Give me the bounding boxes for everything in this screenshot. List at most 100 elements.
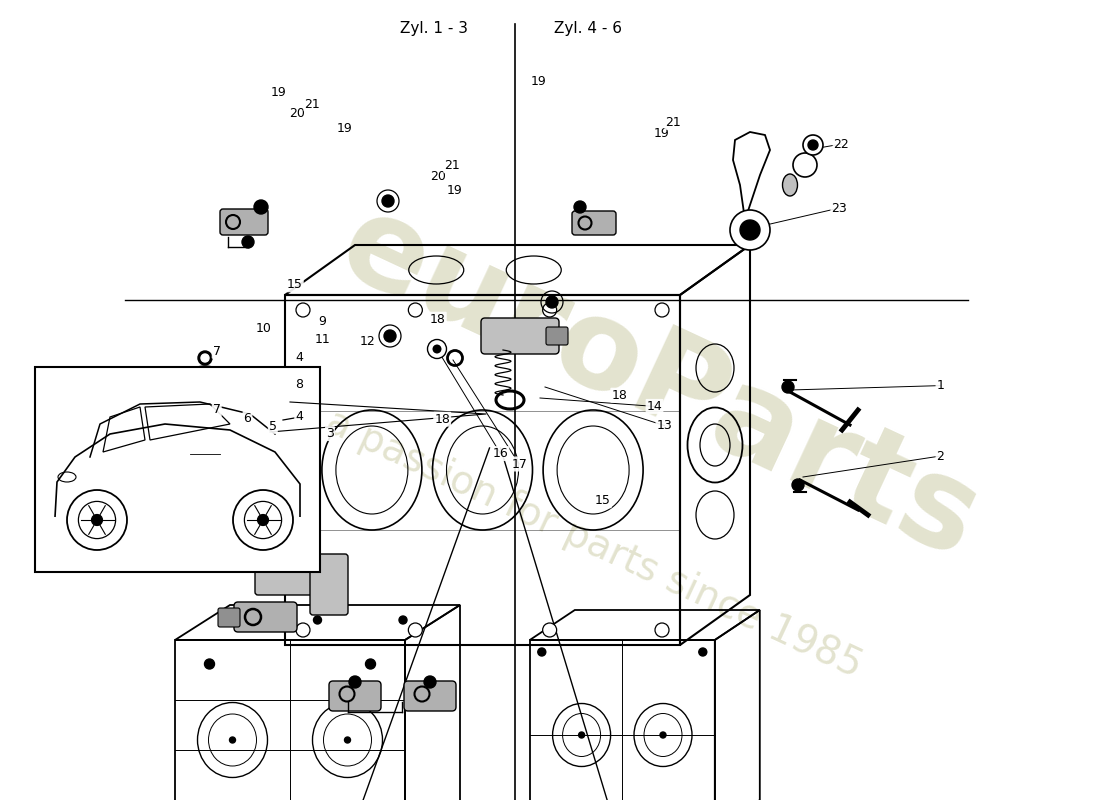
Text: 8: 8 — [295, 378, 304, 390]
FancyBboxPatch shape — [218, 608, 240, 627]
Circle shape — [91, 514, 102, 526]
FancyBboxPatch shape — [35, 367, 320, 572]
Text: Zyl. 4 - 6: Zyl. 4 - 6 — [554, 21, 623, 35]
Circle shape — [382, 195, 394, 207]
FancyBboxPatch shape — [546, 327, 568, 345]
Text: a passion for parts since 1985: a passion for parts since 1985 — [320, 402, 868, 686]
Circle shape — [67, 490, 126, 550]
Text: 18: 18 — [430, 313, 446, 326]
Text: 4: 4 — [295, 351, 304, 364]
Circle shape — [792, 479, 804, 491]
FancyBboxPatch shape — [329, 681, 381, 711]
Text: 11: 11 — [315, 333, 330, 346]
Circle shape — [803, 135, 823, 155]
Ellipse shape — [180, 462, 210, 474]
Text: 12: 12 — [360, 335, 375, 348]
Text: 14: 14 — [647, 400, 662, 413]
Circle shape — [228, 616, 236, 624]
Text: 21: 21 — [444, 159, 460, 172]
Circle shape — [257, 514, 268, 526]
Text: 20: 20 — [289, 107, 305, 120]
Text: 17: 17 — [512, 458, 527, 470]
Ellipse shape — [255, 403, 285, 413]
Ellipse shape — [191, 443, 219, 453]
Circle shape — [654, 303, 669, 317]
FancyBboxPatch shape — [481, 318, 559, 354]
Circle shape — [205, 659, 214, 669]
Circle shape — [542, 303, 557, 317]
Circle shape — [244, 502, 282, 538]
Text: 9: 9 — [318, 315, 327, 328]
Circle shape — [424, 676, 436, 688]
Text: 16: 16 — [493, 447, 508, 460]
Circle shape — [314, 616, 321, 624]
FancyBboxPatch shape — [310, 554, 348, 615]
Text: 19: 19 — [447, 184, 462, 197]
Circle shape — [365, 659, 375, 669]
Text: 5: 5 — [268, 420, 277, 433]
Circle shape — [233, 490, 293, 550]
Text: 6: 6 — [243, 412, 252, 425]
Circle shape — [542, 623, 557, 637]
Circle shape — [782, 381, 794, 393]
Text: 3: 3 — [326, 427, 334, 440]
Ellipse shape — [782, 174, 797, 196]
FancyBboxPatch shape — [572, 211, 616, 235]
Circle shape — [186, 478, 194, 486]
Circle shape — [384, 330, 396, 342]
Circle shape — [740, 220, 760, 240]
Circle shape — [344, 737, 351, 743]
Circle shape — [78, 502, 116, 538]
Text: 18: 18 — [612, 389, 627, 402]
Circle shape — [196, 478, 204, 486]
Circle shape — [201, 354, 209, 362]
Circle shape — [349, 676, 361, 688]
Circle shape — [188, 447, 202, 461]
Circle shape — [808, 140, 818, 150]
Circle shape — [793, 153, 817, 177]
Text: 7: 7 — [212, 345, 221, 358]
Circle shape — [230, 737, 235, 743]
Text: 15: 15 — [595, 494, 610, 507]
Circle shape — [408, 623, 422, 637]
Text: 7: 7 — [212, 403, 221, 416]
Circle shape — [408, 303, 422, 317]
Text: 22: 22 — [834, 138, 849, 150]
Circle shape — [579, 732, 584, 738]
Text: 15: 15 — [287, 278, 303, 291]
Circle shape — [254, 200, 268, 214]
Text: 19: 19 — [337, 122, 352, 134]
Circle shape — [546, 296, 558, 308]
Circle shape — [574, 201, 586, 213]
Circle shape — [206, 381, 214, 389]
Circle shape — [296, 623, 310, 637]
Text: Zyl. 1 - 3: Zyl. 1 - 3 — [400, 21, 469, 35]
Circle shape — [242, 236, 254, 248]
Ellipse shape — [432, 345, 441, 354]
FancyBboxPatch shape — [404, 681, 456, 711]
Circle shape — [660, 732, 666, 738]
FancyBboxPatch shape — [234, 602, 297, 632]
Text: 19: 19 — [271, 86, 286, 98]
FancyBboxPatch shape — [255, 561, 321, 595]
Circle shape — [191, 450, 199, 458]
Text: 21: 21 — [305, 98, 320, 110]
Text: 2: 2 — [936, 450, 945, 462]
Circle shape — [198, 351, 212, 365]
Circle shape — [654, 623, 669, 637]
Text: euroParts: euroParts — [322, 183, 998, 585]
Text: 19: 19 — [531, 75, 547, 88]
Text: 4: 4 — [295, 410, 304, 422]
Circle shape — [296, 303, 310, 317]
Text: 1: 1 — [936, 379, 945, 392]
Text: 20: 20 — [430, 170, 446, 182]
Text: 18: 18 — [434, 413, 450, 426]
FancyBboxPatch shape — [220, 209, 268, 235]
Ellipse shape — [190, 366, 220, 378]
Text: 10: 10 — [256, 322, 272, 334]
Ellipse shape — [182, 547, 209, 557]
Text: 19: 19 — [653, 127, 669, 140]
Circle shape — [730, 210, 770, 250]
Circle shape — [399, 616, 407, 624]
Circle shape — [196, 381, 204, 389]
